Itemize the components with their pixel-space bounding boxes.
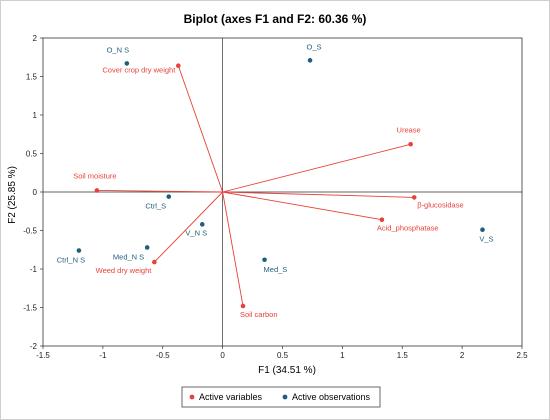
x-tick-label: 2.5 [516, 351, 528, 360]
vector-acid-phosphatase [222, 191, 382, 221]
observation-label-v-n-s: V_N S [185, 228, 207, 237]
variable-point-glucosidase [411, 195, 417, 200]
observation-point-o-n-s [124, 61, 130, 66]
legend-label-variables: Active variables [199, 392, 263, 402]
vector-glucosidase [222, 191, 415, 198]
observation-label-o-s: O_S [307, 42, 322, 51]
y-tick-label: -0.5 [23, 227, 37, 236]
y-tick-label: 1 [33, 111, 38, 120]
legend-box [181, 386, 381, 408]
y-tick-label: -1 [30, 265, 38, 274]
legend-label-observations: Active observations [292, 392, 371, 402]
observation-point-ctrl-n-s [76, 248, 82, 253]
y-axis-title: F2 (25.85 %) [7, 166, 18, 224]
y-tick-label: -1.5 [23, 304, 37, 313]
y-tick-label: 0.5 [26, 150, 38, 159]
legend: Active variables Active observations [181, 386, 381, 408]
observation-point-med-s [262, 257, 267, 263]
observation-point-ctrl-s [166, 194, 172, 199]
variable-point-acid-phosphatase [379, 217, 385, 223]
observation-point-v-n-s [199, 222, 205, 227]
observation-label-ctrl-n-s: Ctrl_N S [57, 256, 85, 265]
vector-urease [222, 143, 411, 193]
legend-marker-observations [282, 394, 288, 400]
variable-point-soil-carbon [240, 303, 246, 309]
variable-point-urease [408, 141, 413, 147]
observation-label-o-n-s: O_N S [107, 45, 130, 54]
variable-label-acid-phosphatase: Acid_phosphatase [377, 224, 439, 233]
vector-soil-moisture [96, 190, 223, 193]
y-tick-label: -2 [30, 342, 38, 351]
variable-label-soil-moisture: Soil moisture [73, 171, 116, 180]
variable-label-weed-dry-weight: Weed dry weight [96, 266, 153, 275]
vector-weed-dry-weight [154, 191, 223, 263]
observation-point-med-n-s [144, 245, 150, 250]
observation-label-v-s: V_S [479, 235, 493, 244]
x-axis-title: F1 (34.51 %) [258, 365, 316, 376]
plot-area [42, 37, 523, 347]
variable-point-cover-crop-dry-weight [176, 63, 181, 69]
variable-label-glucosidase: β-glucosidase [417, 200, 463, 209]
y-axis-ticks: 2 1.5 1 0.5 0 -0.5 -1 -1.5 -2 [23, 34, 43, 351]
x-tick-label: 0.5 [277, 351, 289, 360]
observation-points: O_N S O_S Ctrl_S V_N S Med_N S Ctrl_N S Med_S V… [57, 42, 494, 273]
y-tick-label: 2 [33, 34, 38, 43]
x-tick-label: 1.5 [397, 351, 409, 360]
y-tick-label: 1.5 [26, 73, 38, 82]
variable-point-soil-moisture [94, 188, 100, 193]
observation-point-o-s [307, 58, 313, 63]
observation-label-ctrl-s: Ctrl_S [145, 202, 166, 211]
observation-label-med-n-s: Med_N S [113, 252, 144, 261]
variable-vectors: Cover crop dry weight Urease Soil moisture… [73, 63, 464, 319]
vector-cover-crop-dry-weight [177, 65, 224, 193]
observation-point-v-s [480, 227, 485, 233]
vector-soil-carbon [222, 191, 244, 307]
x-tick-label: -0.5 [156, 351, 170, 360]
x-tick-label: 1 [340, 351, 345, 360]
variable-label-cover-crop-dry-weight: Cover crop dry weight [102, 66, 176, 75]
legend-marker-variables [189, 394, 195, 400]
variable-label-soil-carbon: Soil carbon [240, 310, 278, 319]
x-tick-label: -1.5 [36, 351, 50, 360]
x-tick-label: 2 [460, 351, 465, 360]
x-tick-label: 0 [220, 351, 225, 360]
observation-label-med-s: Med_S [264, 265, 288, 274]
x-axis-ticks: -1.5 -1 -0.5 0 0.5 1 1.5 2 2.5 [36, 346, 528, 360]
x-tick-label: -1 [99, 351, 107, 360]
variable-point-weed-dry-weight [152, 259, 157, 265]
y-tick-label: 0 [33, 188, 38, 197]
chart-title: Biplot (axes F1 and F2: 60.36 %) [184, 12, 367, 26]
variable-label-urease: Urease [397, 125, 421, 134]
